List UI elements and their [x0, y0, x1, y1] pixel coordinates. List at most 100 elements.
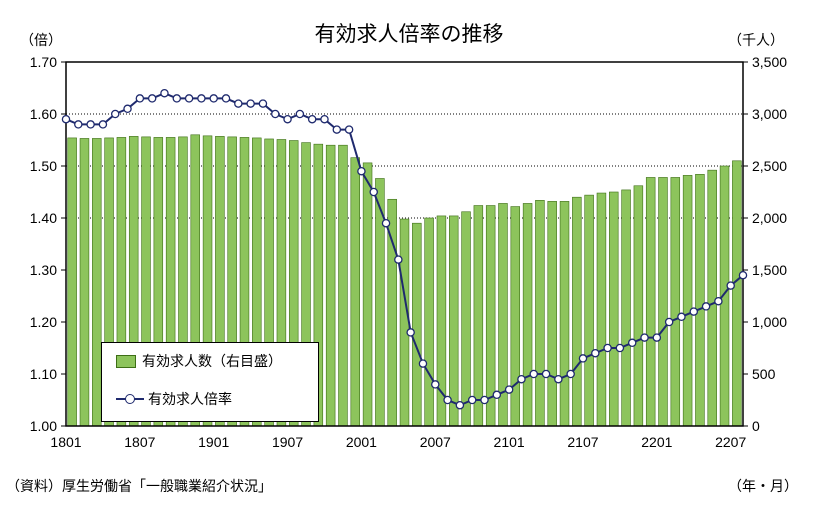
y-left-tick-label: 1.40 [30, 210, 57, 226]
line-point [98, 120, 108, 129]
line-point [431, 380, 440, 389]
line-point [627, 338, 637, 348]
line-point [246, 99, 255, 108]
bar [535, 200, 545, 427]
line-point [209, 94, 218, 103]
x-tick-label: 1807 [124, 434, 155, 450]
bar [658, 177, 668, 427]
bar [682, 175, 693, 427]
line-point [74, 120, 83, 129]
bar [695, 174, 705, 427]
line-point [123, 104, 132, 114]
line-point [172, 94, 182, 103]
line-point [677, 312, 686, 322]
line-point [283, 114, 292, 124]
bar [510, 206, 521, 427]
line-point [701, 302, 711, 311]
x-tick-label: 2201 [641, 434, 672, 450]
bar [645, 177, 656, 427]
line-point [529, 369, 538, 379]
line-point [394, 255, 403, 264]
bar [670, 177, 681, 427]
line-point [455, 400, 465, 410]
line-point [566, 369, 575, 379]
line-point [504, 385, 514, 394]
bar [732, 160, 742, 427]
x-tick-label: 1801 [50, 434, 81, 450]
line-point [418, 359, 428, 368]
x-tick-label: 2001 [346, 434, 377, 450]
bar [350, 157, 360, 427]
plot-frame [65, 61, 744, 427]
bar [584, 194, 594, 427]
line-point [320, 114, 329, 124]
legend: 有効求人数（右目盛） 有効求人倍率 [101, 342, 319, 422]
line-point [369, 187, 378, 197]
line-point [714, 296, 723, 306]
x-tick-label: 2007 [420, 434, 451, 450]
y-left-tick-label: 1.50 [30, 158, 57, 174]
chart-title: 有効求人倍率の推移 [314, 22, 504, 46]
line-point [541, 369, 551, 379]
bar [424, 217, 434, 427]
bar [449, 215, 459, 427]
line-point [135, 94, 145, 103]
line-point [738, 270, 748, 280]
y-right-tick-label: 1,500 [752, 262, 787, 278]
bar [572, 196, 582, 427]
line-point [578, 354, 588, 363]
bar [79, 138, 90, 427]
line-point [357, 166, 366, 176]
line-point [381, 218, 391, 228]
line-point [271, 109, 280, 119]
bar [461, 211, 471, 427]
bar [522, 203, 533, 427]
bar [547, 201, 557, 427]
x-tick-label: 2107 [567, 434, 598, 450]
bar [399, 218, 410, 427]
x-axis-unit: （年・月） [728, 479, 798, 495]
legend-line-swatch [116, 393, 144, 405]
line-point [295, 109, 305, 119]
x-tick-label: 1901 [198, 434, 229, 450]
line-point [258, 99, 268, 108]
line-point [664, 317, 674, 327]
y-left-tick-label: 1.00 [30, 418, 57, 434]
bar [325, 144, 336, 427]
y-right-tick-label: 1,000 [752, 314, 787, 330]
y-right-tick-label: 3,500 [752, 54, 787, 70]
legend-bar-label: 有効求人数（右目盛） [142, 354, 282, 370]
bar [92, 138, 102, 427]
bar [559, 201, 570, 427]
y-right-tick-label: 3,000 [752, 106, 787, 122]
y-right-tick-label: 2,500 [752, 158, 787, 174]
y-right-tick-label: 2,000 [752, 210, 787, 226]
legend-item-bars: 有効求人数（右目盛） [116, 351, 282, 371]
y-right-tick-label: 500 [752, 366, 776, 382]
bar [338, 144, 348, 427]
source-note: （資料）厚生労働省「一般職業紹介状況」 [6, 479, 272, 495]
line-point [234, 99, 243, 108]
y-left-tick-label: 1.10 [30, 366, 57, 382]
bar [609, 191, 619, 427]
x-tick-label: 2101 [494, 434, 525, 450]
line-point [615, 343, 625, 353]
legend-item-line: 有効求人倍率 [116, 389, 232, 409]
bar [707, 169, 717, 427]
line-point [554, 374, 563, 384]
bar [362, 162, 373, 427]
line-point [603, 343, 612, 353]
right-axis-unit: （千人） [728, 33, 784, 49]
line-point [160, 88, 169, 98]
line-point [591, 348, 600, 358]
bar [67, 137, 77, 427]
bar [412, 222, 422, 427]
line-point [221, 94, 231, 103]
x-tick-label: 1907 [272, 434, 303, 450]
line-point [332, 125, 342, 134]
y-left-tick-label: 1.30 [30, 262, 57, 278]
y-right-tick-label: 0 [752, 418, 760, 434]
line-point [147, 94, 157, 103]
bar [473, 205, 484, 427]
line-point [443, 395, 452, 405]
